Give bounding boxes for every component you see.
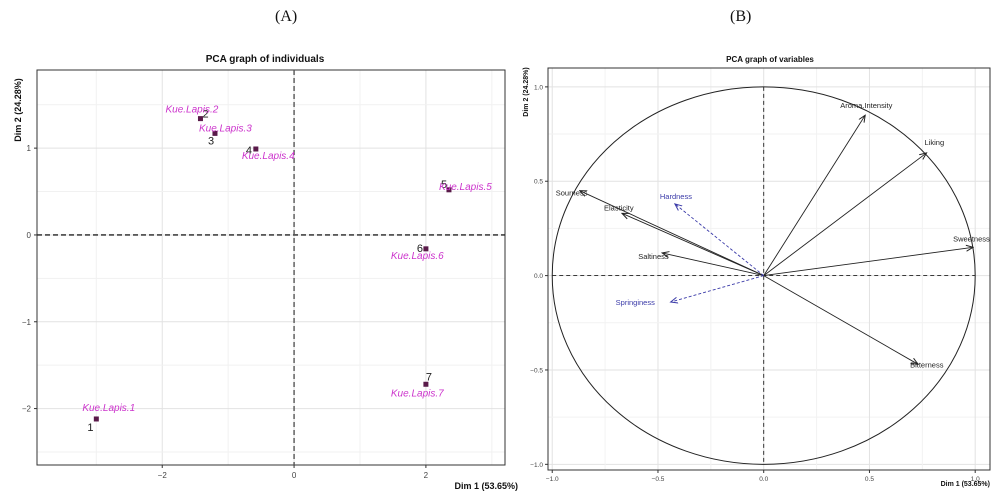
variable-arrow-elasticity — [622, 213, 764, 277]
x-tick-label: −0.5 — [652, 476, 665, 483]
individual-number-3: 3 — [208, 135, 214, 147]
y-tick-label: −0.5 — [530, 367, 543, 374]
chart-b-xlabel: Dim 1 (53.65%) — [941, 481, 990, 488]
variable-label-saltiness: Saltiness — [638, 252, 669, 261]
individual-point-7 — [423, 381, 429, 387]
individual-label-4: Kue.Lapis.4 — [242, 151, 295, 162]
x-tick-label: −1.0 — [546, 476, 559, 483]
individual-number-6: 6 — [417, 243, 423, 255]
variable-label-elasticity: Elasticity — [604, 203, 634, 212]
individual-point-5 — [446, 187, 452, 193]
x-tick-label: 0 — [292, 471, 297, 480]
y-tick-label: −2 — [22, 405, 32, 414]
individual-label-3: Kue.Lapis.3 — [199, 123, 252, 134]
panel-label-b: (B) — [730, 8, 752, 25]
x-tick-label: 0.0 — [759, 476, 768, 483]
variable-label-sourness: Sourness — [556, 189, 588, 198]
panel-label-a: (A) — [275, 8, 298, 25]
x-tick-label: 1.0 — [971, 476, 980, 483]
variable-label-sweetness: Sweetness — [953, 234, 990, 243]
y-tick-label: 1 — [27, 144, 32, 153]
variable-arrow-bitterness — [763, 275, 918, 365]
individual-point-6 — [423, 246, 429, 252]
individual-label-5: Kue.Lapis.5 — [439, 182, 492, 193]
individual-label-7: Kue.Lapis.7 — [391, 388, 444, 399]
variable-arrow-sourness — [580, 191, 764, 277]
x-tick-label: 2 — [424, 471, 429, 480]
variable-label-liking: Liking — [925, 138, 945, 147]
x-tick-label: 0.5 — [865, 476, 874, 483]
chart-b-ylabel: Dim 2 (24.28%) — [523, 67, 530, 116]
variable-arrow-sweetness — [763, 247, 973, 277]
y-tick-label: 0.0 — [534, 273, 543, 280]
variable-label-bitterness: Bitterness — [910, 360, 944, 369]
plot-frame — [36, 69, 506, 466]
x-tick-label: −2 — [158, 471, 168, 480]
individual-point-2 — [197, 116, 203, 122]
individual-label-6: Kue.Lapis.6 — [391, 251, 444, 262]
y-tick-label: 0 — [27, 231, 32, 240]
variable-arrow-springiness — [671, 275, 764, 302]
individual-label-2: Kue.Lapis.2 — [165, 105, 218, 116]
y-tick-label: 0.5 — [534, 179, 543, 186]
y-tick-label: 1.0 — [534, 84, 543, 91]
variable-arrow-saltiness — [662, 253, 764, 277]
individual-number-1: 1 — [87, 422, 93, 434]
chart-a-ylabel: Dim 2 (24.28%) — [13, 78, 23, 142]
individual-point-3 — [212, 130, 218, 136]
individual-label-1: Kue.Lapis.1 — [82, 403, 135, 414]
chart-b-title: PCA graph of variables — [726, 55, 814, 64]
individual-number-4: 4 — [246, 145, 252, 157]
variable-arrow-hardness — [675, 204, 764, 276]
plot-frame — [547, 67, 991, 471]
individual-number-7: 7 — [426, 371, 432, 383]
individual-number-2: 2 — [202, 109, 208, 121]
variable-label-hardness: Hardness — [660, 192, 692, 201]
variable-arrow-liking — [763, 153, 927, 276]
y-tick-label: −1.0 — [530, 462, 543, 469]
individual-point-4 — [253, 146, 259, 152]
variable-label-springiness: Springiness — [616, 298, 655, 307]
chart-a-xlabel: Dim 1 (53.65%) — [454, 481, 518, 491]
variable-label-aroma-intensity: Aroma.Intensity — [840, 101, 892, 110]
individual-point-1 — [93, 416, 99, 422]
chart-a-title: PCA graph of individuals — [206, 54, 325, 65]
y-tick-label: −1 — [22, 318, 32, 327]
individual-number-5: 5 — [441, 179, 447, 191]
variable-arrow-aroma-intensity — [763, 115, 866, 276]
